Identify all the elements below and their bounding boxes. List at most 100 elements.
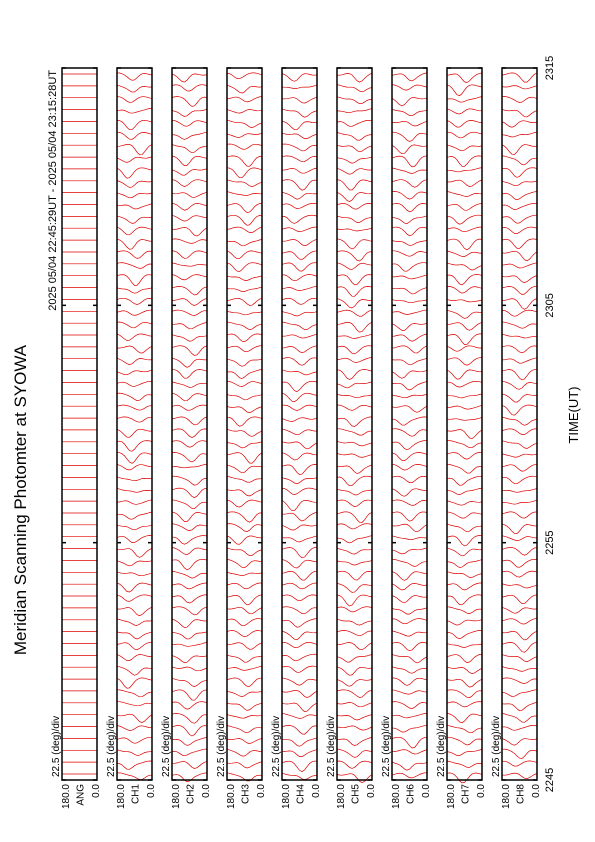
scan-trace xyxy=(336,606,373,613)
scan-trace xyxy=(171,618,208,628)
scan-trace xyxy=(336,654,373,663)
scan-trace xyxy=(336,108,373,114)
scan-trace xyxy=(501,131,538,138)
scan-trace xyxy=(501,713,537,723)
scan-trace xyxy=(391,558,428,567)
scale-label: 22.5 (deg)/div xyxy=(216,716,227,777)
scan-trace xyxy=(116,713,153,723)
x-axis-label: TIME(UT) xyxy=(566,386,581,443)
scan-trace xyxy=(171,238,208,244)
scan-trace xyxy=(116,250,153,259)
scan-trace xyxy=(171,701,208,710)
scan-trace xyxy=(281,749,318,757)
scan-trace xyxy=(391,120,428,127)
scan-trace xyxy=(281,725,318,735)
scan-trace xyxy=(391,393,428,399)
scan-trace xyxy=(116,511,153,520)
scan-trace xyxy=(501,109,538,118)
y-min-label: 0.0 xyxy=(476,784,487,798)
scan-trace xyxy=(171,642,208,647)
scan-trace xyxy=(501,677,538,684)
scan-trace xyxy=(391,345,428,354)
scan-trace xyxy=(336,702,373,708)
scan-trace xyxy=(391,713,428,719)
y-min-label: 0.0 xyxy=(256,784,267,798)
scan-trace xyxy=(501,380,538,390)
scan-trace xyxy=(446,120,483,128)
scan-trace xyxy=(336,404,373,411)
scan-trace xyxy=(226,96,263,103)
scan-trace xyxy=(446,559,483,568)
scan-trace xyxy=(501,275,538,283)
scan-trace xyxy=(391,226,428,237)
scan-trace xyxy=(171,689,208,701)
scan-trace xyxy=(446,440,483,449)
scan-trace xyxy=(171,594,207,604)
panel-frame xyxy=(391,67,428,781)
scan-trace xyxy=(281,333,318,339)
scan-trace xyxy=(116,476,153,482)
scan-trace xyxy=(226,310,263,316)
scan-trace xyxy=(226,297,263,306)
y-max-label: 180.0 xyxy=(501,784,512,809)
scale-label: 22.5 (deg)/div xyxy=(436,716,447,777)
scan-trace xyxy=(281,417,318,422)
scan-trace xyxy=(446,487,483,495)
scan-trace xyxy=(116,582,153,593)
scan-trace xyxy=(226,286,263,292)
scan-trace xyxy=(391,215,428,224)
scale-label: 22.5 (deg)/div xyxy=(326,716,337,777)
scan-trace xyxy=(281,618,318,628)
scan-trace xyxy=(446,144,483,152)
scan-trace xyxy=(501,642,538,653)
scan-trace xyxy=(281,535,318,543)
scan-trace xyxy=(281,665,318,673)
scan-trace xyxy=(336,298,372,309)
scan-trace xyxy=(501,488,538,493)
scan-trace xyxy=(391,333,428,342)
scan-trace xyxy=(336,714,373,721)
scan-trace xyxy=(501,428,537,435)
scan-trace xyxy=(391,464,428,471)
scan-trace xyxy=(446,643,483,648)
scan-trace xyxy=(446,405,483,410)
scan-trace xyxy=(446,333,482,345)
scan-trace xyxy=(446,666,483,674)
scan-trace xyxy=(336,132,373,141)
scan-trace xyxy=(391,287,428,295)
scan-trace xyxy=(391,97,428,107)
scan-trace xyxy=(391,666,428,674)
scan-trace xyxy=(281,96,318,104)
scan-trace xyxy=(116,297,153,305)
scan-trace xyxy=(336,144,373,153)
scan-trace xyxy=(446,96,483,103)
scan-trace xyxy=(171,309,208,316)
scan-trace xyxy=(226,179,263,187)
scan-trace xyxy=(281,524,318,531)
scan-trace xyxy=(391,452,428,461)
scan-trace xyxy=(391,630,428,637)
scan-trace xyxy=(171,227,208,237)
scan-trace xyxy=(391,357,428,366)
scan-trace xyxy=(281,132,318,139)
scan-trace xyxy=(501,453,538,458)
scan-trace xyxy=(116,108,153,114)
scan-trace xyxy=(391,511,428,522)
scan-trace xyxy=(116,416,152,423)
scan-trace xyxy=(281,250,318,260)
chart-title: Meridian Scanning Photomter at SYOWA xyxy=(11,344,30,655)
scan-trace xyxy=(116,404,152,411)
scan-trace xyxy=(446,463,483,474)
scan-trace xyxy=(501,547,538,556)
scan-trace xyxy=(281,226,317,232)
scan-trace xyxy=(226,369,263,379)
scan-trace xyxy=(171,452,208,463)
scan-trace xyxy=(501,523,538,534)
scan-trace xyxy=(116,524,153,531)
panel-frame xyxy=(336,67,373,781)
y-max-label: 180.0 xyxy=(446,784,457,809)
scan-trace xyxy=(501,357,538,364)
scan-trace xyxy=(446,606,483,614)
scan-trace xyxy=(226,523,263,532)
scan-trace xyxy=(226,345,263,353)
